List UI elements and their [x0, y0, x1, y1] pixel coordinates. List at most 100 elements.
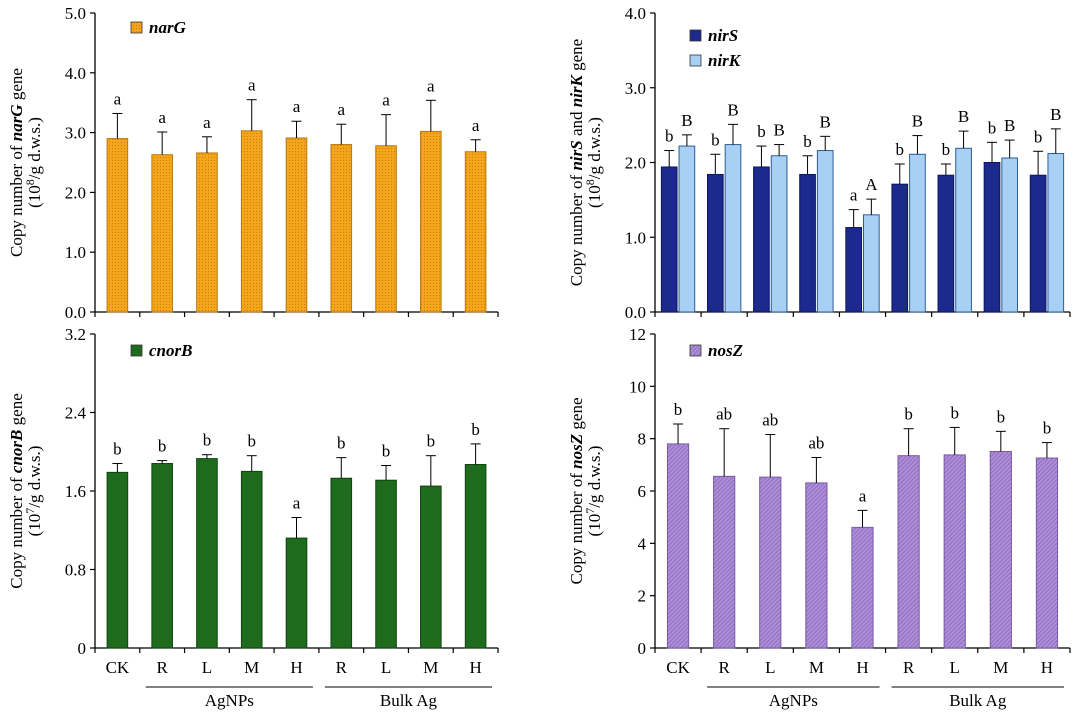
x-category-label-4: H — [856, 658, 868, 677]
bar-cnorB-1 — [151, 463, 173, 649]
y-axis-title: Copy number of cnorB gene — [7, 393, 26, 589]
bar-nirS-4 — [845, 227, 862, 313]
y-axis-unit: (107/g d.w.s.) — [23, 446, 44, 537]
sig-label-cnorB-3: b — [247, 432, 256, 451]
x-category-label-0: CK — [666, 658, 690, 677]
sig-label-nirS-3: b — [803, 132, 812, 151]
y-axis-title: Copy number of nirS and nirK gene — [567, 39, 586, 286]
y-title-suffix: gene — [7, 393, 26, 429]
sig-label-nosZ-3: ab — [808, 434, 824, 453]
x-category-label-1: R — [156, 658, 168, 677]
group-label-1: Bulk Ag — [380, 691, 438, 710]
bar-nosZ-1 — [713, 475, 736, 649]
y-title-prefix: Copy number of — [567, 171, 586, 287]
x-category-label-5: R — [336, 658, 348, 677]
legend-swatch-nosZ — [689, 344, 702, 357]
y-tick-label: 1.0 — [65, 243, 86, 262]
legend-swatch-cnorB — [130, 344, 143, 357]
sig-label-narG-5: a — [338, 100, 346, 119]
y-unit-exponent: 7 — [23, 508, 37, 514]
bar-cnorB-6 — [375, 479, 397, 649]
bar-nosZ-5 — [897, 455, 920, 649]
y-tick-label: 0.8 — [65, 561, 86, 580]
x-category-label-6: L — [381, 658, 391, 677]
legend-label-narG: narG — [149, 18, 187, 37]
y-title-gene: narG — [7, 104, 26, 142]
sig-label-narG-4: a — [293, 97, 301, 116]
sig-label-cnorB-8: b — [471, 420, 480, 439]
sig-label-nirK-6: B — [958, 107, 969, 126]
bar-nosZ-4 — [851, 526, 874, 649]
sig-label-narG-6: a — [382, 91, 390, 110]
sig-label-nosZ-7: b — [997, 407, 1006, 426]
y-tick-label: 4.0 — [65, 64, 86, 83]
y-unit-exponent: 7 — [583, 508, 597, 514]
legend-label-cnorB: cnorB — [149, 341, 192, 360]
y-title-gene: cnorB — [7, 430, 26, 473]
bar-narG-2 — [196, 152, 218, 313]
bar-nirS-1 — [706, 173, 724, 313]
sig-label-nosZ-8: b — [1043, 419, 1052, 438]
y-unit-exponent: 8 — [583, 179, 597, 185]
x-category-label-6: L — [950, 658, 960, 677]
sig-label-nosZ-4: a — [859, 486, 867, 505]
y-tick-label: 5.0 — [65, 4, 86, 23]
legend-label-nosZ: nosZ — [708, 341, 743, 360]
y-unit-b: /g d.w.s.) — [585, 446, 604, 508]
sig-label-cnorB-7: b — [427, 432, 436, 451]
y-unit-a: (10 — [25, 514, 44, 537]
bar-nirK-5 — [909, 153, 926, 313]
sig-label-nirK-0: B — [681, 111, 692, 130]
bar-narG-3 — [240, 130, 263, 313]
bar-cnorB-7 — [420, 485, 442, 649]
sig-label-nirS-6: b — [942, 140, 951, 159]
bar-cnorB-3 — [240, 470, 263, 649]
x-category-label-7: M — [993, 658, 1008, 677]
y-axis-unit: (108/g d.w.s.) — [23, 117, 44, 208]
y-axis-unit: (108/g d.w.s.) — [583, 117, 604, 208]
sig-label-nirS-4: a — [850, 186, 858, 205]
y-unit-b: /g d.w.s.) — [585, 117, 604, 179]
x-category-label-2: L — [765, 658, 775, 677]
bar-cnorB-2 — [196, 458, 218, 649]
legend-label-nirS: nirS — [708, 26, 738, 45]
sig-label-narG-2: a — [203, 113, 211, 132]
bar-cnorB-5 — [330, 477, 353, 649]
y-title-gene: nosZ — [567, 434, 586, 469]
sig-label-nosZ-6: b — [950, 403, 959, 422]
sig-label-narG-8: a — [472, 116, 480, 135]
bar-nirK-1 — [724, 144, 742, 313]
sig-label-narG-3: a — [248, 76, 256, 95]
sig-label-nirS-1: b — [711, 130, 720, 149]
x-category-label-3: M — [244, 658, 259, 677]
x-category-label-3: M — [809, 658, 824, 677]
y-tick-label: 0 — [78, 639, 87, 658]
bar-nirS-3 — [799, 173, 816, 313]
y-title-suffix: gene — [7, 68, 26, 104]
sig-label-nirS-7: b — [988, 118, 997, 137]
sig-label-nirS-0: b — [665, 127, 674, 146]
x-category-label-5: R — [903, 658, 915, 677]
legend-swatch-nirK — [689, 54, 702, 67]
sig-label-narG-0: a — [114, 89, 122, 108]
bar-cnorB-4 — [285, 537, 308, 649]
y-unit-a: (10 — [25, 185, 44, 208]
sig-label-nirK-5: B — [912, 112, 923, 131]
bar-nosZ-8 — [1035, 457, 1059, 649]
y-tick-label: 3.0 — [625, 79, 646, 98]
bar-nirK-8 — [1047, 153, 1065, 313]
sig-label-cnorB-6: b — [382, 441, 391, 460]
y-unit-exponent: 8 — [23, 179, 37, 185]
x-category-label-0: CK — [106, 658, 130, 677]
y-tick-label: 3.0 — [65, 124, 86, 143]
sig-label-cnorB-4: a — [293, 493, 301, 512]
y-title-prefix: Copy number of — [7, 473, 26, 589]
y-unit-b: /g d.w.s.) — [25, 117, 44, 179]
sig-label-cnorB-5: b — [337, 434, 346, 453]
y-tick-label: 10 — [629, 377, 646, 396]
